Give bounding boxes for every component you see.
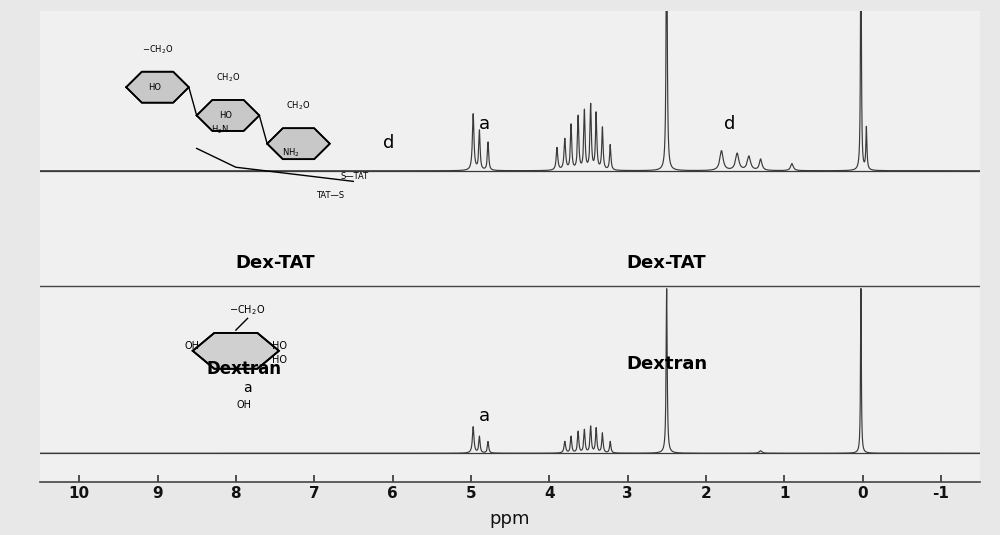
Text: $-$CH$_2$O: $-$CH$_2$O bbox=[142, 43, 173, 56]
Polygon shape bbox=[197, 100, 259, 131]
Text: Dex-TAT: Dex-TAT bbox=[627, 254, 706, 272]
Text: H$_2$N: H$_2$N bbox=[211, 124, 229, 136]
Text: a: a bbox=[243, 381, 252, 395]
Text: d: d bbox=[724, 115, 735, 133]
Text: HO: HO bbox=[148, 83, 161, 91]
Text: TAT—S: TAT—S bbox=[316, 191, 344, 200]
Text: HO: HO bbox=[272, 355, 287, 365]
Text: HO: HO bbox=[219, 111, 232, 120]
Text: a: a bbox=[281, 134, 292, 152]
Text: a: a bbox=[479, 115, 490, 133]
Text: OH: OH bbox=[185, 341, 200, 351]
Text: HO: HO bbox=[272, 341, 287, 351]
Text: OH: OH bbox=[236, 400, 251, 410]
X-axis label: ppm: ppm bbox=[490, 510, 530, 528]
Text: Dextran: Dextran bbox=[206, 360, 281, 378]
Text: d: d bbox=[383, 134, 394, 152]
Text: CH$_2$O: CH$_2$O bbox=[286, 100, 311, 112]
Polygon shape bbox=[126, 72, 189, 103]
Text: $-$CH$_2$O: $-$CH$_2$O bbox=[229, 303, 266, 317]
Text: a: a bbox=[479, 407, 490, 425]
Text: NH$_2$: NH$_2$ bbox=[282, 147, 299, 159]
Text: CH$_2$O: CH$_2$O bbox=[216, 71, 240, 84]
Text: S—TAT: S—TAT bbox=[341, 172, 369, 181]
Polygon shape bbox=[193, 333, 279, 369]
Text: Dextran: Dextran bbox=[626, 355, 707, 373]
Text: Dex-TAT: Dex-TAT bbox=[235, 254, 315, 272]
Polygon shape bbox=[267, 128, 330, 159]
